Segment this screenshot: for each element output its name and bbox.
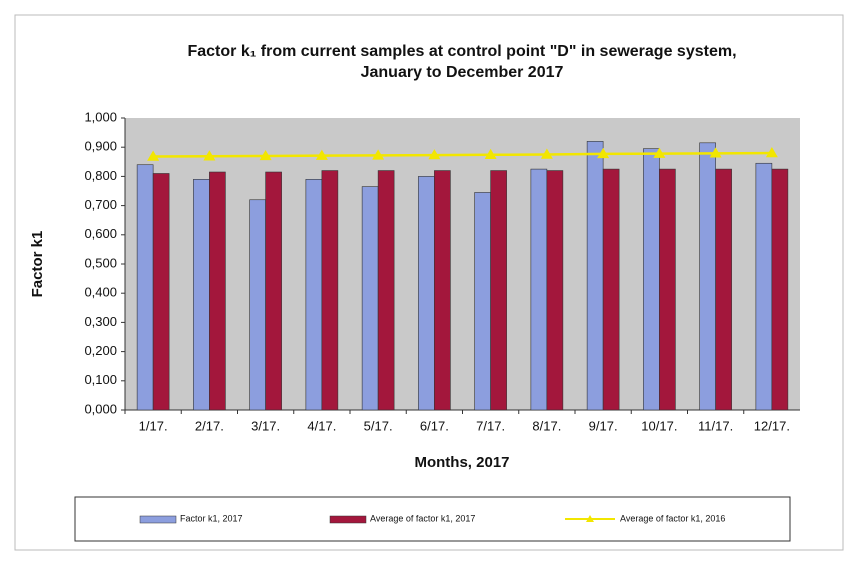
bar: [209, 171, 226, 411]
y-tick-label: 1,000: [84, 109, 117, 124]
y-tick-label: 0,400: [84, 285, 117, 300]
legend-label: Average of factor k1, 2017: [370, 513, 475, 523]
bar: [715, 168, 732, 411]
legend-label: Factor k1, 2017: [180, 513, 243, 523]
line-marker: [147, 150, 160, 161]
bar: [305, 179, 323, 411]
line-marker: [597, 147, 610, 159]
bar: [586, 141, 604, 411]
y-tick-label: 0,200: [84, 343, 117, 358]
bar: [136, 164, 154, 411]
x-tick-label: 5/17.: [364, 418, 393, 433]
x-tick-label: 12/17.: [754, 418, 790, 433]
bar: [659, 168, 676, 411]
y-tick-label: 0,800: [84, 168, 117, 183]
y-tick-label: 0,500: [84, 255, 117, 270]
y-tick-label: 0,900: [84, 139, 117, 154]
chart-title: January to December 2017: [361, 64, 564, 81]
line-marker: [765, 147, 778, 158]
chart-title: Factor k₁ from current samples at contro…: [187, 43, 736, 60]
bar: [249, 199, 266, 411]
bar: [377, 170, 395, 411]
x-axis-label: Months, 2017: [414, 454, 509, 471]
legend-swatch: [586, 515, 594, 522]
y-tick-label: 0,600: [84, 226, 117, 241]
bar: [418, 176, 435, 411]
y-tick-label: 0,300: [84, 314, 117, 329]
x-tick-label: 1/17.: [139, 418, 168, 433]
y-tick-label: 0,700: [84, 197, 117, 212]
y-tick-label: 0,000: [84, 401, 117, 416]
bar: [152, 173, 170, 411]
bar: [321, 170, 339, 411]
line-marker: [653, 147, 666, 158]
x-tick-label: 2/17.: [195, 418, 224, 433]
x-tick-label: 8/17.: [532, 418, 561, 433]
legend-label: Average of factor k1, 2016: [620, 513, 725, 523]
line-marker: [259, 149, 272, 161]
line-marker: [315, 149, 328, 160]
x-tick-label: 11/17.: [698, 418, 733, 433]
bar: [361, 186, 379, 411]
line-marker: [428, 149, 441, 160]
plot-area: [125, 118, 800, 410]
bar: [643, 148, 660, 411]
bar: [771, 168, 789, 411]
x-tick-label: 6/17.: [420, 418, 449, 433]
bar: [490, 170, 507, 411]
line-marker: [484, 148, 497, 159]
legend-swatch: [139, 515, 177, 524]
line-marker: [709, 147, 722, 158]
x-tick-label: 10/17.: [641, 418, 677, 433]
line-marker: [372, 149, 385, 160]
bar: [602, 168, 620, 411]
legend-swatch: [329, 515, 367, 524]
bar: [755, 162, 773, 411]
x-tick-label: 9/17.: [589, 418, 618, 433]
x-tick-label: 4/17.: [307, 418, 336, 433]
bar: [546, 170, 564, 411]
line: [153, 151, 772, 158]
bar: [474, 192, 491, 411]
x-tick-label: 7/17.: [476, 418, 505, 433]
x-tick-label: 3/17.: [251, 418, 280, 433]
y-axis-label: Factor k1: [29, 231, 46, 298]
bar: [265, 171, 282, 411]
line-marker: [203, 150, 216, 161]
y-tick-label: 0,100: [84, 372, 117, 387]
bar: [193, 179, 210, 411]
line-marker: [540, 148, 553, 159]
legend-box: [74, 496, 791, 542]
bar: [434, 170, 451, 411]
bar: [530, 168, 548, 411]
bar: [699, 142, 716, 411]
